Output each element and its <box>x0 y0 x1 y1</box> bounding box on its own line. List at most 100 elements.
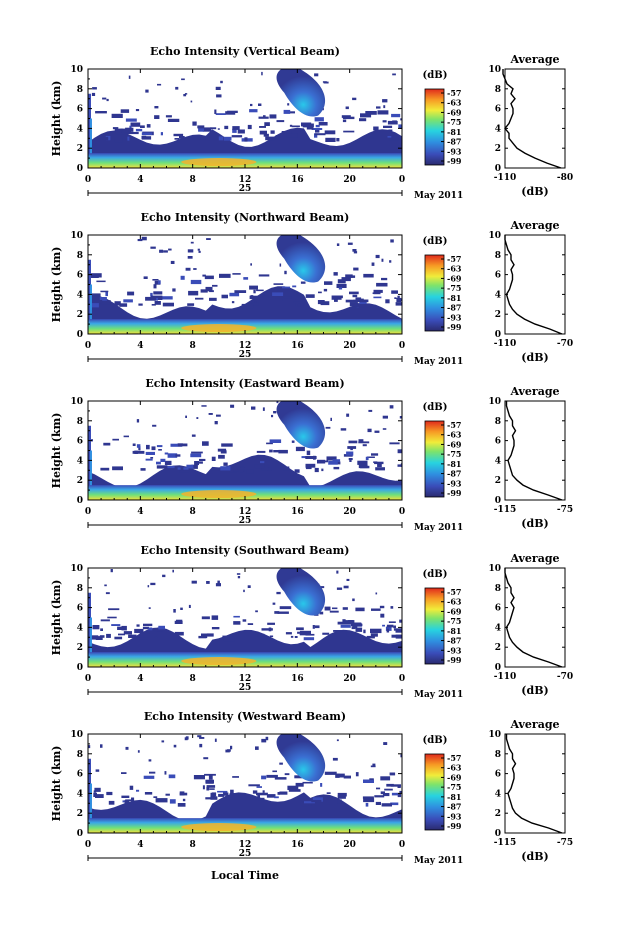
echo-speck <box>191 580 197 584</box>
echo-patch <box>127 291 135 296</box>
echo-patch <box>197 125 205 129</box>
average-frame <box>504 234 566 335</box>
echo-patch <box>391 290 398 294</box>
echo-patch <box>295 446 305 452</box>
echo-patch <box>289 124 293 127</box>
cloud-echo <box>276 401 326 449</box>
echo-speck <box>173 744 177 748</box>
echo-patch <box>374 461 384 465</box>
average-y-tick-label: 4 <box>495 124 501 134</box>
echo-patch <box>326 456 337 461</box>
x-tick-label: 8 <box>190 341 196 351</box>
echo-patch <box>279 791 288 795</box>
echo-patch <box>100 628 103 631</box>
echo-patch <box>119 303 128 307</box>
echo-patch <box>373 461 378 463</box>
echo-patch <box>217 790 228 793</box>
echo-patch <box>262 295 269 299</box>
echo-patch <box>362 796 374 799</box>
echo-patch <box>351 622 362 626</box>
echo-speck <box>314 73 319 77</box>
echo-patch <box>352 624 358 629</box>
y-tick-label: 6 <box>77 770 83 780</box>
echo-patch <box>295 782 304 787</box>
y-axis-label: Height (km) <box>50 247 63 323</box>
echo-patch <box>373 289 381 295</box>
date-label: May 2011 <box>414 357 463 367</box>
echo-speck <box>236 573 241 575</box>
echo-patch <box>220 450 227 454</box>
echo-patch <box>247 623 254 625</box>
echo-speck <box>284 270 287 275</box>
average-y-tick-label: 2 <box>495 643 501 653</box>
echo-patch <box>256 786 262 788</box>
echo-patch <box>201 616 210 620</box>
average-x-tick-label: -115 <box>494 838 517 848</box>
echo-speck <box>291 440 295 443</box>
echo-patch <box>179 792 188 796</box>
echo-patch <box>383 125 393 128</box>
echo-speck <box>197 735 202 738</box>
echo-patch <box>343 775 351 779</box>
y-axis-label: Height (km) <box>50 413 63 489</box>
echo-patch <box>132 443 136 446</box>
echo-speck <box>336 243 340 246</box>
echo-patch <box>325 137 336 142</box>
echo-speck <box>340 428 347 431</box>
echo-patch <box>217 448 227 452</box>
echo-speck <box>320 586 325 589</box>
echo-patch <box>349 302 358 307</box>
echo-patch <box>93 790 96 793</box>
date-label: May 2011 <box>414 690 463 700</box>
echo-patch <box>89 293 101 297</box>
echo-patch <box>108 608 120 611</box>
echo-patch <box>345 275 356 278</box>
echo-speck <box>230 404 235 408</box>
echo-patch <box>342 116 355 120</box>
echo-patch <box>209 788 215 790</box>
echo-patch <box>230 789 234 794</box>
echo-patch <box>301 122 312 127</box>
echo-patch <box>292 285 297 288</box>
echo-patch <box>255 610 258 613</box>
echo-patch <box>91 300 103 304</box>
y-tick-label: 10 <box>70 564 83 574</box>
y-tick-label: 0 <box>77 164 83 174</box>
echo-patch <box>305 467 312 470</box>
echo-patch <box>350 448 353 451</box>
panel-title: Echo Intensity (Vertical Beam) <box>150 45 340 58</box>
average-frame <box>504 733 566 834</box>
x-tick-label: 20 <box>343 341 356 351</box>
echo-patch <box>238 465 241 469</box>
x-tick-label: 4 <box>137 175 143 185</box>
echo-patch <box>202 441 209 446</box>
echo-patch <box>258 797 265 801</box>
echo-patch <box>156 461 161 465</box>
average-y-tick-label: 10 <box>488 730 501 740</box>
echo-patch <box>100 467 110 471</box>
echo-speck <box>265 736 269 741</box>
echo-patch <box>154 301 161 305</box>
echo-speck <box>203 757 209 760</box>
colorbar-tick-label: -81 <box>447 293 461 303</box>
echo-patch <box>234 290 247 293</box>
echo-patch <box>256 289 264 292</box>
average-x-tick-label: -80 <box>557 173 573 183</box>
y-axis-label: Height (km) <box>50 81 63 157</box>
echo-patch <box>129 125 132 130</box>
colorbar-tick-label: -75 <box>447 117 461 127</box>
echo-patch <box>130 131 139 135</box>
y-tick-label: 10 <box>70 397 83 407</box>
echo-speck <box>214 421 218 425</box>
x-tick-label: 4 <box>137 507 143 517</box>
echo-patch <box>276 120 285 123</box>
echo-patch <box>165 115 172 118</box>
echo-patch <box>221 294 228 299</box>
echo-patch <box>254 464 265 469</box>
echo-patch <box>141 136 152 140</box>
echo-speck <box>237 576 241 579</box>
echo-patch <box>118 633 125 636</box>
echo-patch <box>138 446 141 451</box>
echo-patch <box>129 785 134 790</box>
echo-patch <box>371 453 379 456</box>
